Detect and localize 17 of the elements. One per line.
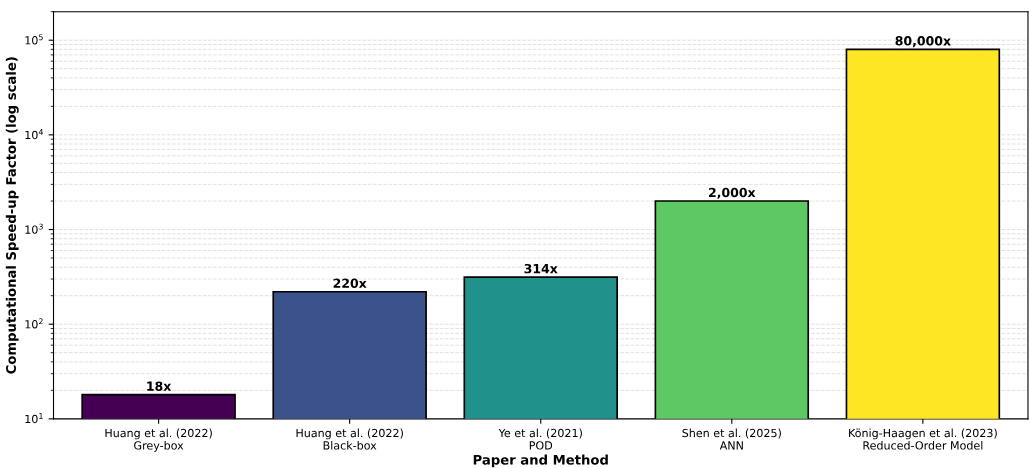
data-label: 220x [333,278,367,288]
data-label: 2,000x [709,187,756,199]
y-tick-label: 10$^{5}$ [25,34,43,45]
y-axis-title: Computational Speed-up Factor (log scale) [5,57,19,374]
x-axis-title: Paper and Method [473,454,608,468]
data-label: 80,000x [895,36,951,48]
x-tick-label: Shen et al. (2025) ANN [682,428,781,450]
data-label: 314x [524,263,558,274]
x-tick-label: Ye et al. (2021) POD [498,428,582,450]
y-tick-label: 10$^{2}$ [25,318,43,329]
x-tick-label: König-Haagen et al. (2023) Reduced-Order Model [849,428,997,450]
x-tick-label: Huang et al. (2022) Black-box [296,428,403,450]
y-tick-label: 10$^{3}$ [25,223,43,234]
y-tick-label: 10$^{1}$ [25,413,43,424]
x-tick-label: Huang et al. (2022) Grey-box [105,428,212,452]
y-tick-label: 10$^{4}$ [25,129,43,140]
data-label: 18x [147,381,172,391]
